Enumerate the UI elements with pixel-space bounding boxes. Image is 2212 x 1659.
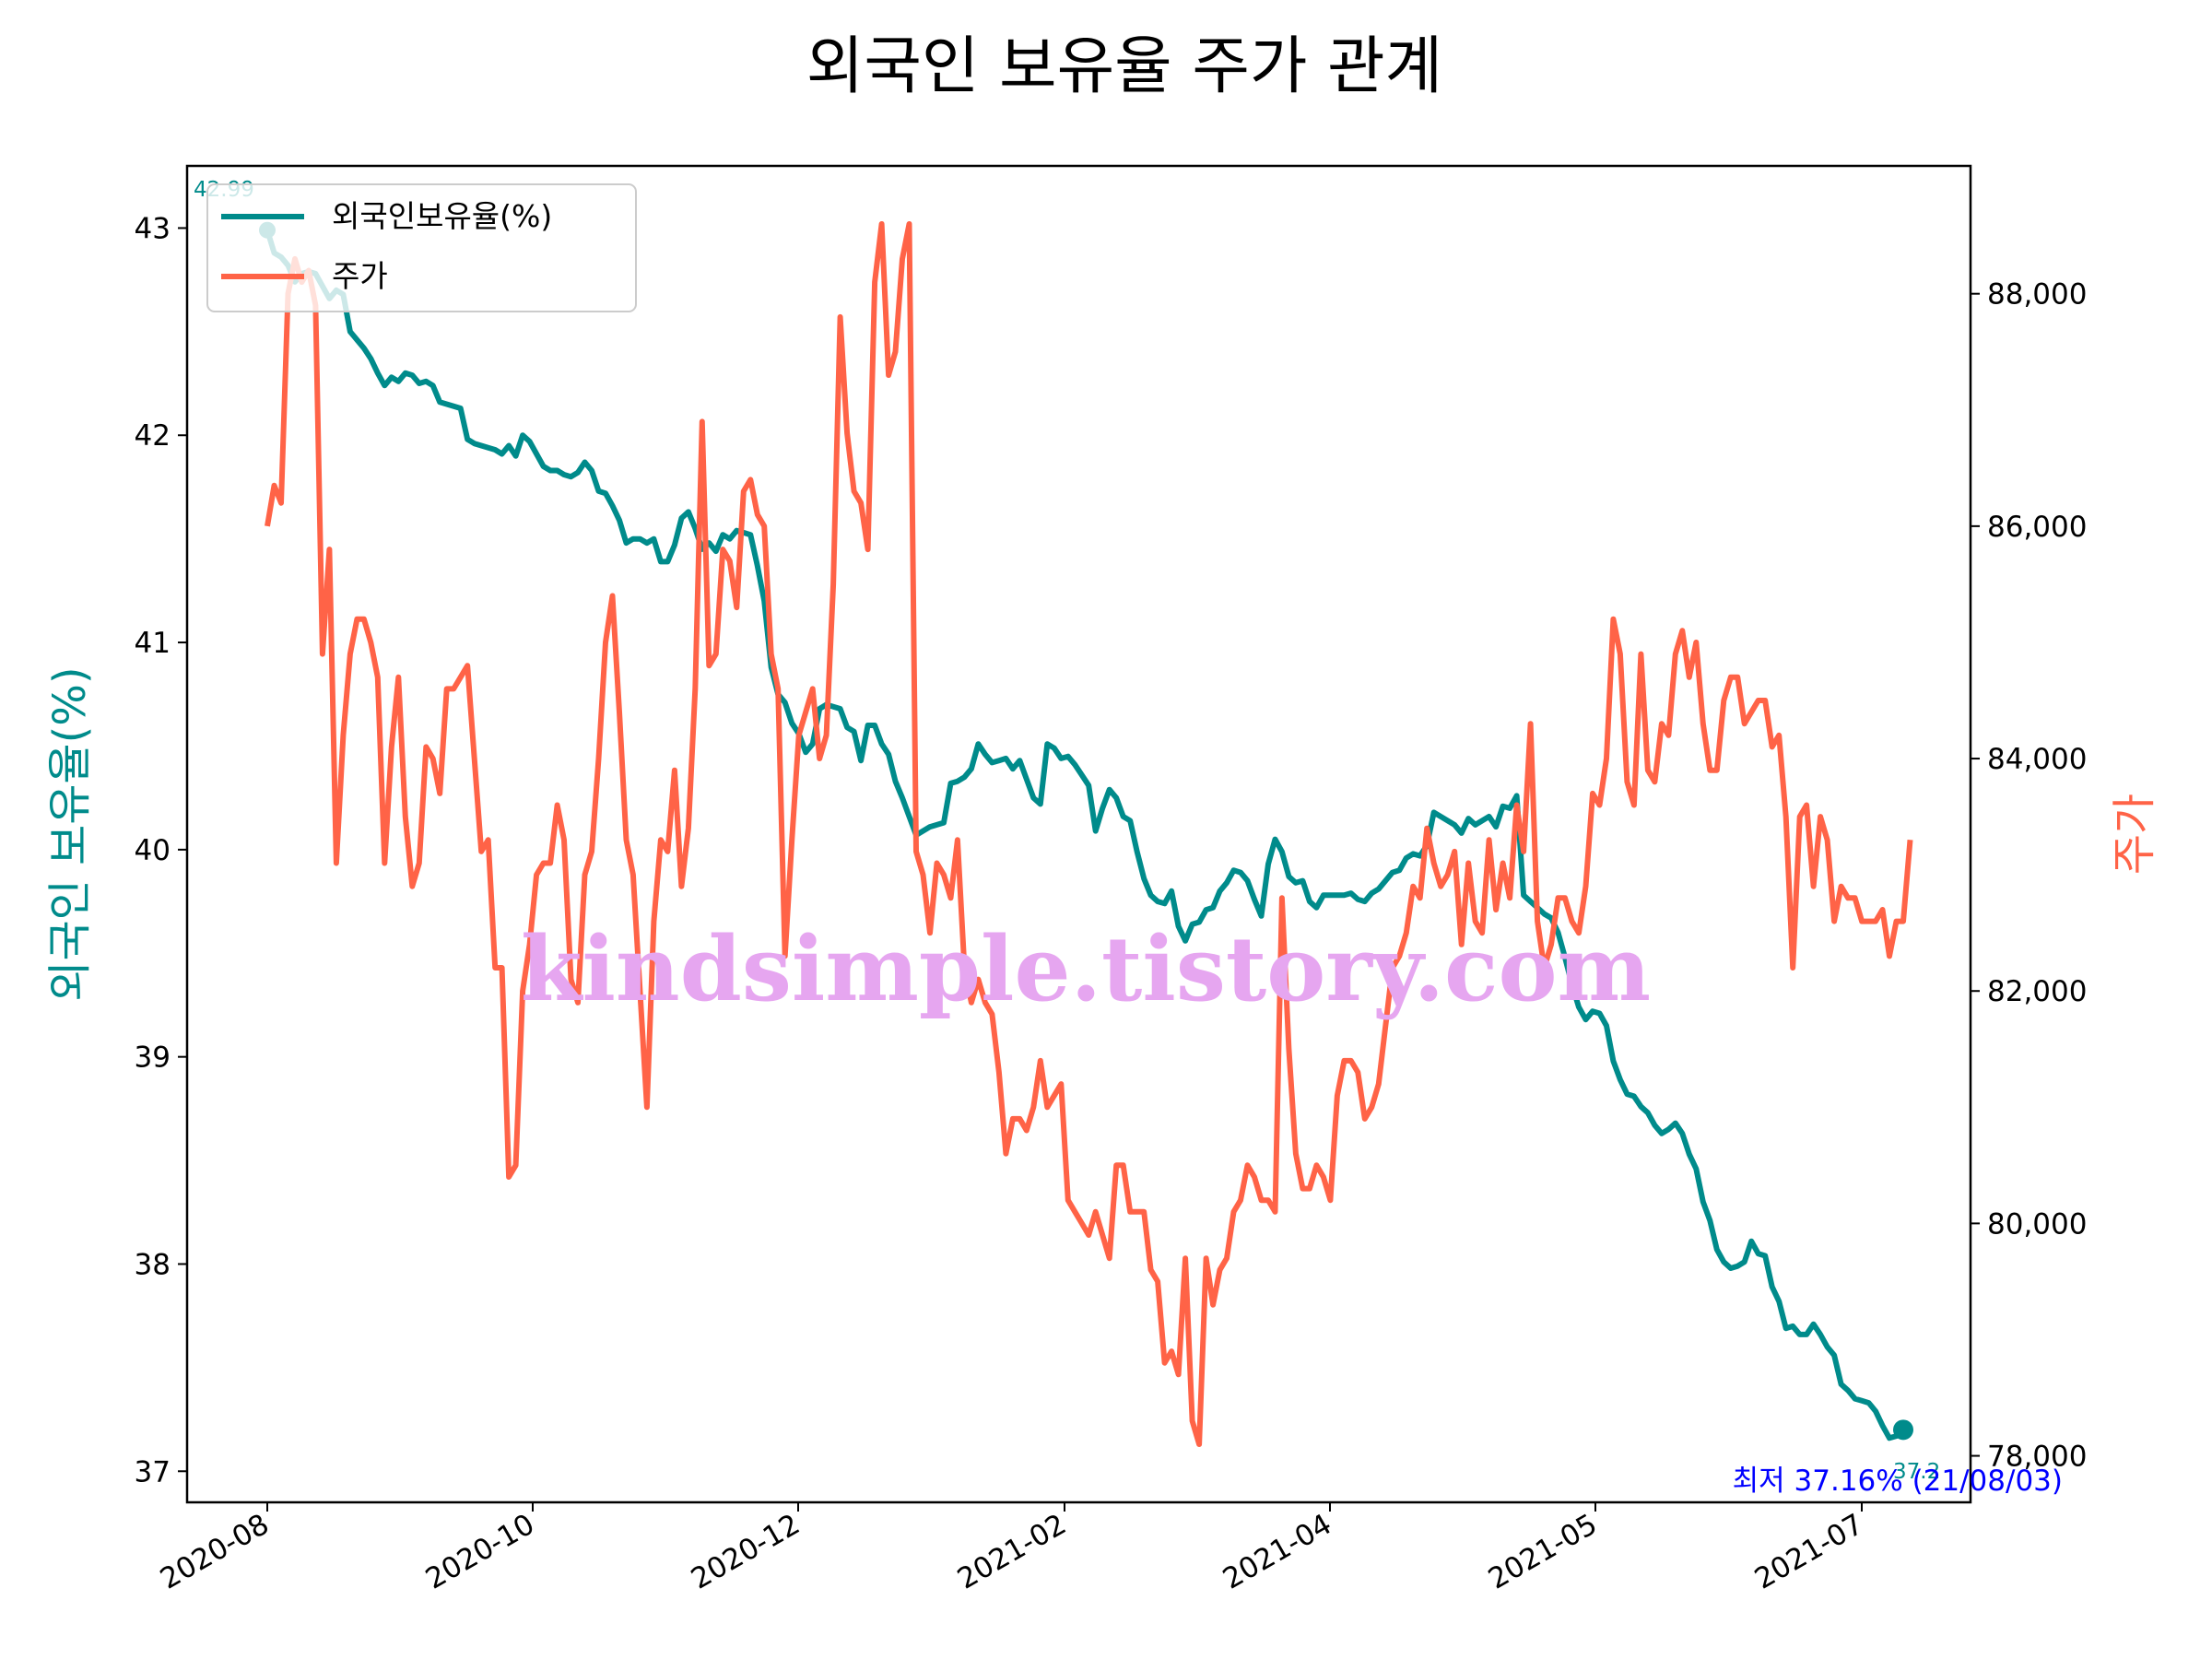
- right-axis-tick-label: 78,000: [1987, 1441, 2087, 1474]
- price-series-line: [265, 221, 1913, 1447]
- end-value-annotation: 37.2: [1893, 1460, 1940, 1484]
- x-axis-tick-label: 2021-02: [952, 1508, 1072, 1596]
- price-line: [265, 221, 1913, 1447]
- right-axis-tick-label: 82,000: [1987, 975, 2087, 1008]
- right-y-axis: 78,000 80,000 82,000 84,000 86,000 88,000: [1971, 278, 2087, 1474]
- legend-label-ownership: 외국인보유율(%): [332, 198, 552, 234]
- left-y-axis: 37 38 39 40 41 42 43: [135, 212, 187, 1488]
- plot-frame: [185, 164, 1972, 1504]
- left-axis-tick-label: 40: [135, 834, 171, 867]
- x-axis-tick-label: 2020-10: [420, 1508, 540, 1596]
- left-axis-label: 외국인 보유율(%): [44, 666, 96, 1001]
- ownership-series-line: [265, 229, 1906, 1441]
- right-axis-tick-label: 88,000: [1987, 278, 2087, 312]
- x-axis-tick-label: 2021-05: [1483, 1508, 1603, 1596]
- left-axis-tick-label: 41: [135, 627, 171, 660]
- left-axis-tick-label: 39: [135, 1041, 171, 1075]
- x-axis-tick-label: 2021-07: [1749, 1508, 1869, 1596]
- right-axis-label: 주가: [2109, 794, 2160, 875]
- legend: 외국인보유율(%) 주가: [206, 183, 637, 312]
- x-axis-tick-label: 2020-12: [686, 1508, 806, 1596]
- chart-title: 외국인 보유율 주가 관계: [806, 30, 1442, 103]
- end-marker: [1893, 1419, 1913, 1441]
- right-axis-tick-label: 80,000: [1987, 1207, 2087, 1241]
- ownership-line: [265, 229, 1906, 1441]
- x-axis-tick-label: 2020-08: [155, 1508, 275, 1596]
- right-axis-tick-label: 86,000: [1987, 511, 2087, 544]
- plot-area: [187, 166, 1971, 1502]
- watermark-text: kindsimple.tistory.com: [521, 917, 1651, 1021]
- right-axis-tick-label: 84,000: [1987, 743, 2087, 776]
- x-axis-tick-label: 2021-04: [1218, 1508, 1337, 1596]
- left-axis-tick-label: 42: [135, 419, 171, 453]
- left-axis-tick-label: 37: [135, 1455, 171, 1488]
- minimum-annotation: 최저 37.16% (21/08/03): [1733, 1465, 2063, 1498]
- legend-box: [206, 183, 637, 312]
- left-axis-tick-label: 38: [135, 1248, 171, 1281]
- left-axis-tick-label: 43: [135, 212, 171, 245]
- x-axis: 2020-08 2020-10 2020-12 2021-02 2021-04 2021-…: [155, 1502, 1869, 1596]
- legend-label-price: 주가: [332, 258, 388, 294]
